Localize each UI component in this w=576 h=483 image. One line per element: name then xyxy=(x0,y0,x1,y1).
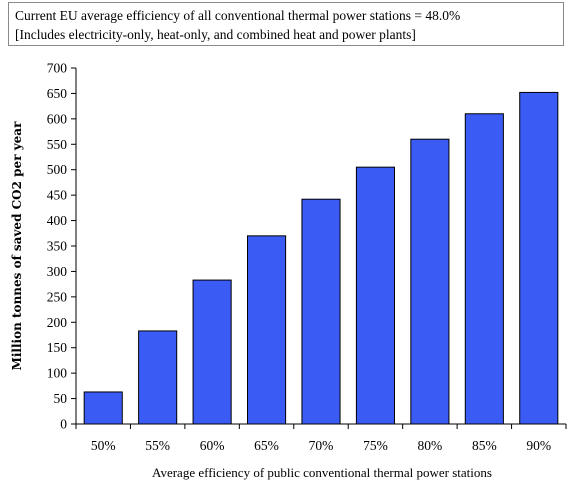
bar xyxy=(192,279,232,425)
x-axis-label: Average efficiency of public conventiona… xyxy=(152,465,492,480)
bar xyxy=(355,166,395,425)
bar xyxy=(83,391,123,425)
y-tick-label: 400 xyxy=(47,213,68,228)
bar xyxy=(247,235,287,425)
bar xyxy=(519,91,559,425)
bar xyxy=(464,113,504,425)
y-tick-label: 150 xyxy=(47,340,68,355)
x-tick-label: 60% xyxy=(200,438,225,453)
y-tick-label: 50 xyxy=(54,391,68,406)
x-tick-label: 65% xyxy=(254,438,279,453)
annotation-line-2: [Includes electricity-only, heat-only, a… xyxy=(15,27,416,42)
y-tick-label: 450 xyxy=(47,188,68,203)
x-tick-label: 70% xyxy=(309,438,334,453)
x-tick-label: 75% xyxy=(363,438,388,453)
x-tick-label: 80% xyxy=(418,438,443,453)
y-tick-label: 200 xyxy=(47,315,68,330)
x-tick-label: 50% xyxy=(91,438,116,453)
y-tick-label: 500 xyxy=(47,162,68,177)
y-tick-label: 550 xyxy=(47,137,68,152)
annotation-box: Current EU average efficiency of all con… xyxy=(8,2,564,46)
y-axis-label: Million tonnes of saved CO2 per year xyxy=(10,121,24,370)
y-tick-label: 300 xyxy=(47,264,68,279)
y-tick-label: 250 xyxy=(47,289,68,304)
y-tick-label: 100 xyxy=(47,366,68,381)
x-axis-ticks: 50% 55% 60% 65% 70% 75% 80% 85% 90% xyxy=(75,424,567,453)
y-axis-ticks: 0 50 100 150 200 250 300 350 400 450 500 550 600 650 7… xyxy=(47,61,76,432)
bars-group xyxy=(83,91,559,425)
bar xyxy=(138,330,178,425)
x-tick-label: 90% xyxy=(526,438,551,453)
x-tick-label: 85% xyxy=(472,438,497,453)
bar xyxy=(410,138,450,425)
x-tick-label: 55% xyxy=(145,438,170,453)
bar xyxy=(301,198,341,425)
y-tick-label: 650 xyxy=(47,86,68,101)
annotation-line-1: Current EU average efficiency of all con… xyxy=(15,8,461,23)
y-tick-label: 700 xyxy=(47,61,68,76)
y-tick-label: 0 xyxy=(60,417,67,432)
y-tick-label: 350 xyxy=(47,239,68,254)
y-tick-label: 600 xyxy=(47,111,68,126)
